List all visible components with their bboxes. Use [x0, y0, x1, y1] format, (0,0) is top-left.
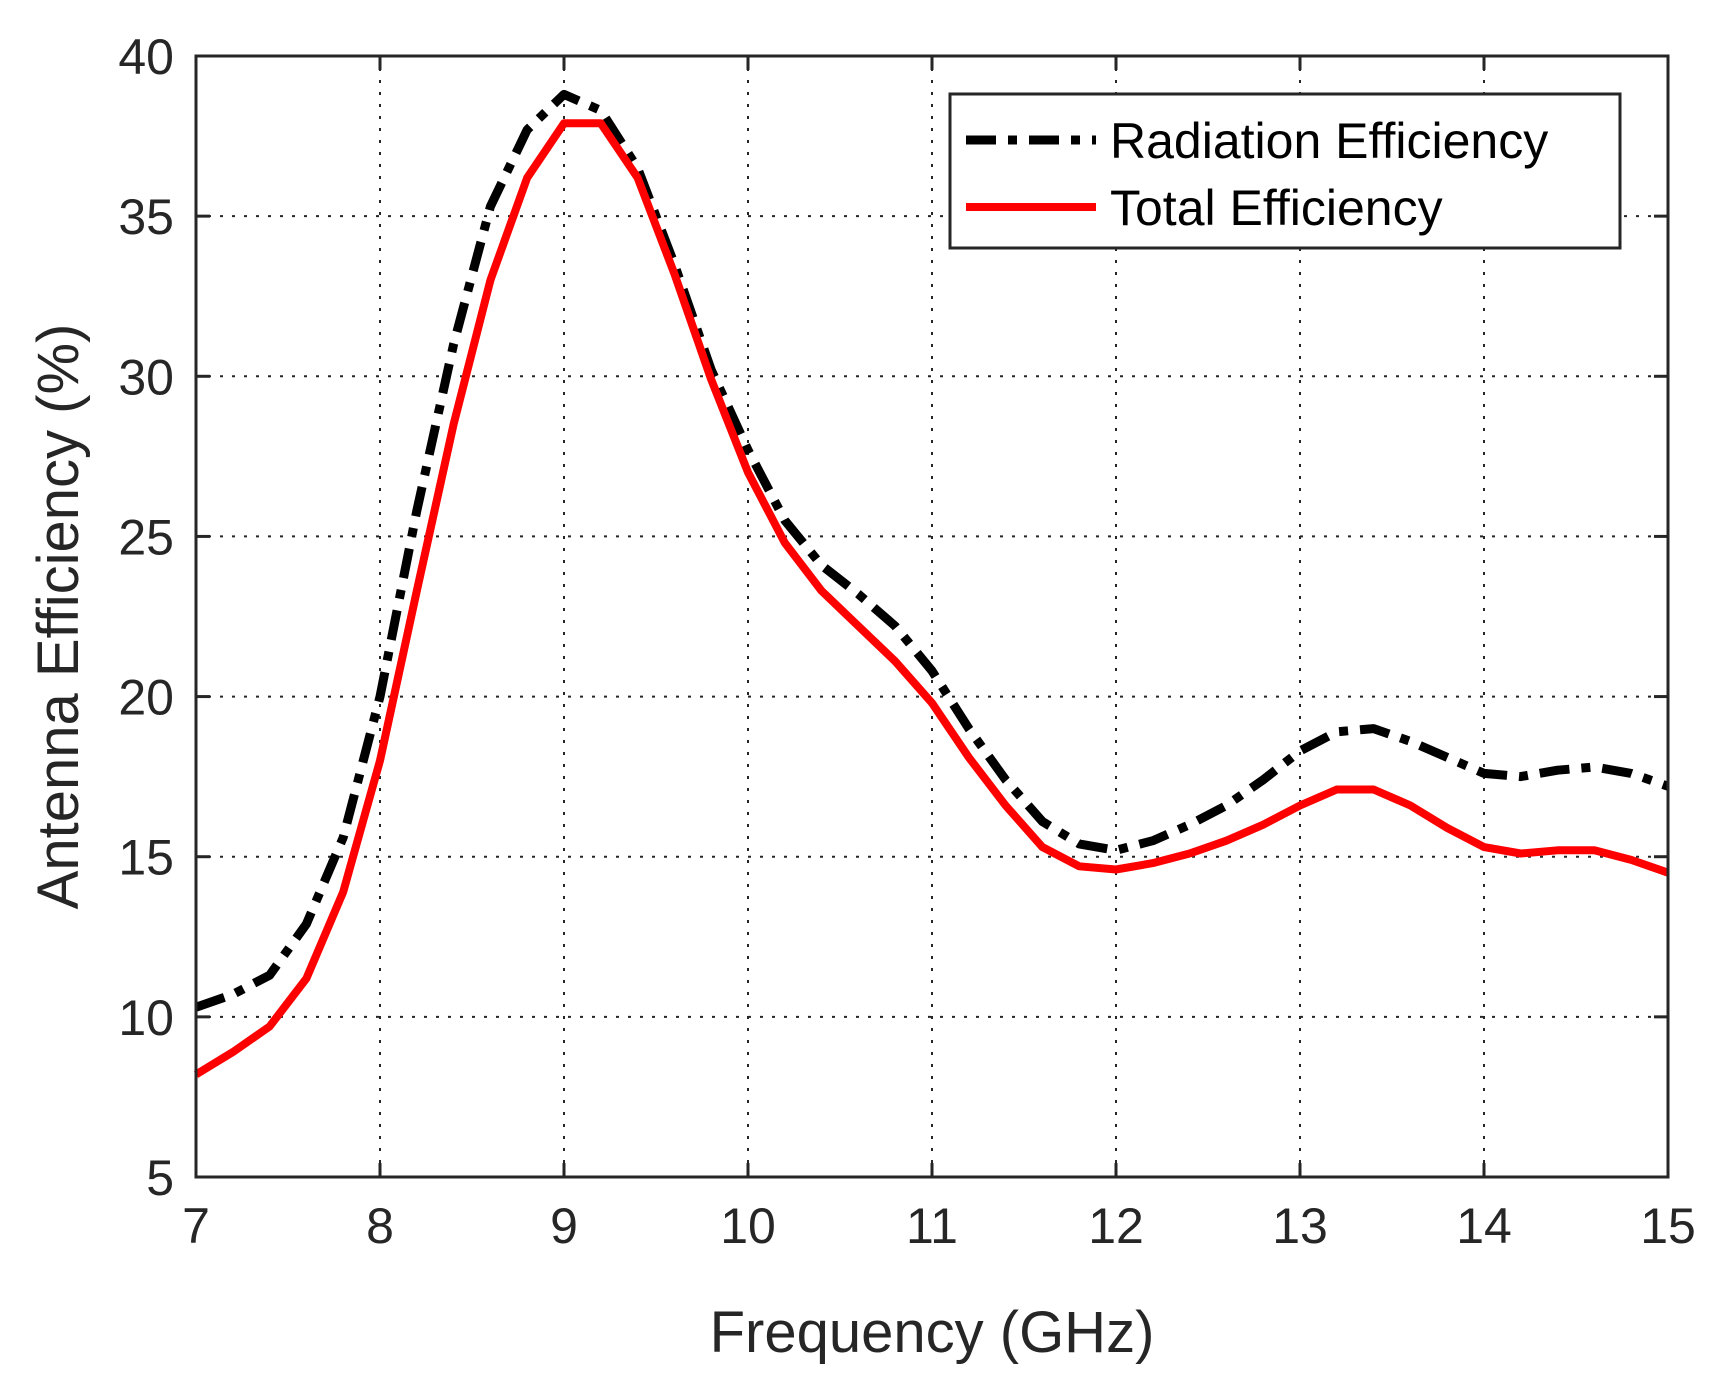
x-axis-label: Frequency (GHz): [710, 1300, 1155, 1365]
legend: Radiation Efficiency Total Efficiency: [948, 92, 1622, 250]
x-tick-label: 14: [1456, 1198, 1512, 1254]
legend-box: [948, 92, 1622, 250]
x-tick-label: 13: [1272, 1198, 1328, 1254]
y-tick-label: 40: [118, 29, 174, 85]
legend-total-efficiency-label: Total Efficiency: [1110, 180, 1443, 236]
x-tick-label: 10: [720, 1198, 776, 1254]
legend-radiation-efficiency-label: Radiation Efficiency: [1110, 113, 1548, 169]
y-tick-label: 15: [118, 830, 174, 886]
y-tick-label: 35: [118, 189, 174, 245]
y-tick-label: 20: [118, 670, 174, 726]
series-total-efficiency: [193, 119, 1670, 1078]
y-axis-label: Antenna Efficiency (%): [26, 324, 91, 910]
series-layer: [193, 89, 1670, 1078]
x-tick-label: 8: [366, 1198, 394, 1254]
x-tick-label: 7: [182, 1198, 210, 1254]
y-tick-label: 10: [118, 990, 174, 1046]
series-radiation-efficiency: [194, 89, 1670, 1012]
x-tick-label: 9: [550, 1198, 578, 1254]
y-tick-label: 25: [118, 509, 174, 565]
x-tick-label: 15: [1640, 1198, 1696, 1254]
y-tick-label: 30: [118, 349, 174, 405]
y-tick-label: 5: [146, 1150, 174, 1206]
x-tick-label: 12: [1088, 1198, 1144, 1254]
x-tick-label: 11: [906, 1198, 958, 1254]
ticks: 7 8 9 10 11 12 13 14 15 5 10 15 20 25 30 35 40: [118, 29, 1695, 1254]
